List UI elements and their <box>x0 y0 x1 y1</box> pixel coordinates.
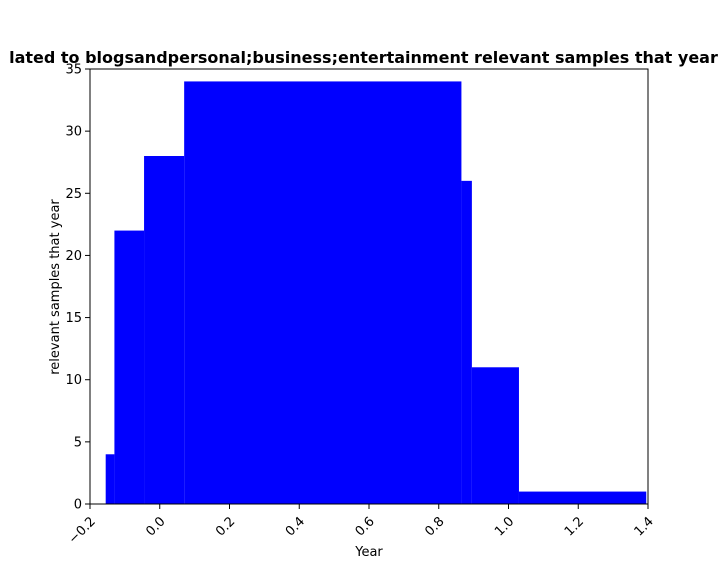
x-tick-label: 1.2 <box>562 514 587 539</box>
y-tick-label: 5 <box>74 435 82 450</box>
y-tick-label: 0 <box>74 498 82 513</box>
x-tick-label: 0.4 <box>283 514 308 539</box>
x-tick-label: 0.6 <box>353 514 378 539</box>
x-axis-ticks: −0.2 0.0 0.2 0.4 0.6 0.8 1.0 1.2 1.4 <box>66 504 657 547</box>
bar-6 <box>518 491 647 504</box>
bar-2 <box>144 156 185 504</box>
y-tick-label: 35 <box>65 63 82 78</box>
y-tick-label: 20 <box>65 249 82 264</box>
x-tick-label: 1.4 <box>632 514 657 539</box>
y-tick-label: 15 <box>65 311 82 326</box>
y-axis-label: relevant samples that year <box>48 199 63 375</box>
bar-5 <box>471 367 519 504</box>
y-axis-ticks: 0 5 10 15 20 25 30 35 <box>65 63 90 513</box>
y-tick-label: 30 <box>65 125 82 140</box>
x-tick-label: 0.8 <box>422 514 447 539</box>
y-tick-label: 25 <box>65 187 82 202</box>
bar-1 <box>114 230 145 505</box>
y-tick-label: 10 <box>65 373 82 388</box>
x-tick-label: 0.0 <box>143 514 168 539</box>
bar-4 <box>461 180 472 504</box>
x-tick-label: 0.2 <box>213 514 238 539</box>
bar-3 <box>184 81 462 504</box>
x-tick-label: 1.0 <box>492 514 517 539</box>
bar-0 <box>105 454 115 504</box>
bars-layer <box>105 81 647 505</box>
x-axis-label: Year <box>354 545 383 560</box>
chart-title: lated to blogsandpersonal;business;enter… <box>9 48 720 67</box>
x-tick-label: −0.2 <box>66 514 99 547</box>
